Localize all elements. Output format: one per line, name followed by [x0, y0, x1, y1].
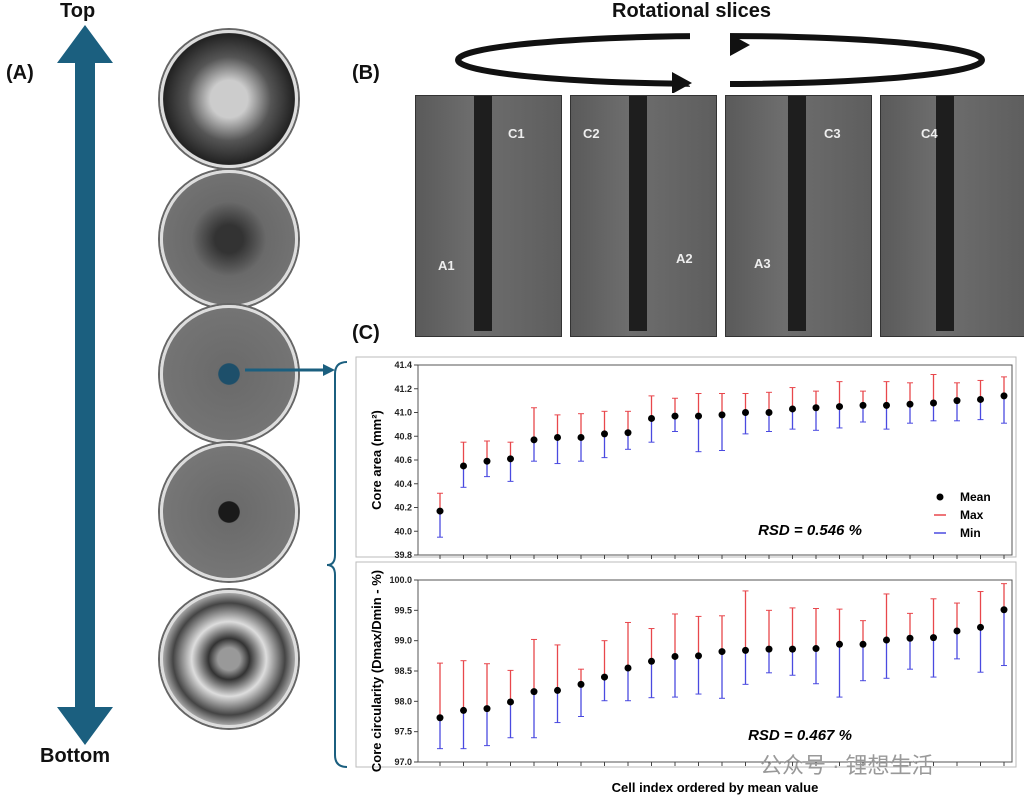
slice-c2: C2 A2: [570, 95, 717, 337]
y-axis-label: Core area (mm²): [369, 410, 384, 510]
plot-area: [417, 579, 1013, 763]
mean-point: [530, 688, 538, 696]
mean-point: [601, 673, 608, 681]
y-tick-label: 100.0: [389, 575, 412, 585]
mean-point: [906, 634, 914, 642]
mean-point: [554, 686, 561, 694]
y-tick-label: 97.5: [394, 727, 412, 737]
mean-point: [624, 429, 632, 437]
mean-point: [436, 714, 444, 722]
legend-label: Min: [960, 526, 981, 540]
mean-point: [577, 433, 585, 441]
mean-point: [859, 640, 867, 648]
mean-point: [765, 645, 773, 653]
mean-point: [953, 627, 961, 635]
mean-point: [836, 640, 843, 648]
mean-point: [718, 411, 726, 419]
legend-label: Max: [960, 508, 984, 522]
top-bottom-arrow: [57, 25, 113, 745]
legend-marker-mean: [936, 493, 944, 501]
mean-point: [812, 404, 820, 412]
mean-point: [483, 457, 491, 465]
y-tick-label: 41.4: [394, 360, 412, 370]
mean-point: [577, 680, 585, 688]
mean-point: [1000, 392, 1008, 400]
panel-c-label: (C): [352, 322, 380, 344]
watermark: 公众号 · 锂想生活: [760, 753, 934, 778]
mean-point: [671, 652, 679, 660]
cross-section-bottom: [160, 590, 298, 728]
slice-c1: C1 A1: [415, 95, 562, 337]
y-tick-label: 97.0: [394, 757, 412, 767]
mean-point: [977, 623, 984, 631]
mean-point: [906, 400, 914, 408]
mean-point: [601, 430, 608, 438]
y-tick-label: 40.2: [394, 503, 412, 513]
mean-point: [695, 412, 702, 420]
mean-point: [859, 401, 867, 409]
mean-point: [742, 409, 749, 416]
panel-a-label: (A): [6, 62, 34, 84]
cross-section-middle: [160, 305, 298, 443]
x-axis-label: Cell index ordered by mean value: [612, 780, 819, 795]
mean-point: [648, 414, 655, 422]
y-tick-label: 40.8: [394, 431, 412, 441]
mean-point: [718, 648, 726, 656]
mean-point: [742, 646, 749, 654]
y-tick-label: 99.0: [394, 636, 412, 646]
y-tick-label: 39.8: [394, 550, 412, 560]
pointer-arrow: [245, 364, 335, 376]
mean-point: [554, 433, 561, 441]
mean-point: [930, 399, 937, 407]
y-tick-label: 41.0: [394, 408, 412, 418]
panel-b-label: (B): [352, 62, 380, 84]
mean-point: [695, 652, 702, 660]
mean-point: [483, 705, 491, 713]
mean-point: [930, 634, 937, 642]
rotational-slices-title: Rotational slices: [612, 0, 771, 22]
mean-point: [648, 657, 655, 665]
mean-point: [460, 706, 467, 714]
mean-point: [507, 455, 514, 463]
cross-section-top: [160, 30, 298, 168]
cross-section-4: [160, 443, 298, 581]
y-tick-label: 98.0: [394, 696, 412, 706]
y-tick-label: 99.5: [394, 605, 412, 615]
chart-frame: [355, 356, 1017, 558]
y-tick-label: 40.6: [394, 455, 412, 465]
slice-c3: C3 A3: [725, 95, 872, 337]
y-tick-label: 98.5: [394, 666, 412, 676]
y-tick-label: 41.2: [394, 384, 412, 394]
top-label: Top: [60, 0, 96, 22]
mean-point: [671, 412, 679, 420]
mean-point: [883, 636, 890, 644]
mean-point: [953, 397, 961, 405]
bracket: [326, 361, 348, 768]
mean-point: [789, 645, 796, 653]
rsd-annotation: RSD = 0.467 %: [748, 727, 852, 744]
mean-point: [883, 401, 890, 409]
legend-label: Mean: [960, 490, 991, 504]
chart-frame: [355, 561, 1017, 768]
mean-point: [530, 436, 538, 444]
mean-point: [977, 395, 984, 403]
rsd-annotation: RSD = 0.546 %: [758, 522, 862, 539]
mean-point: [1000, 606, 1008, 614]
mean-point: [436, 507, 444, 515]
mean-point: [765, 409, 773, 416]
plot-area: [417, 364, 1013, 556]
mean-point: [836, 403, 843, 411]
bottom-label: Bottom: [40, 745, 110, 767]
y-tick-label: 40.4: [394, 479, 412, 489]
y-axis-label: Core circularity (Dmax/Dmin - %): [369, 570, 384, 772]
rotation-arrows-icon: [455, 28, 985, 93]
y-tick-label: 40.0: [394, 526, 412, 536]
mean-point: [812, 645, 820, 653]
mean-point: [460, 462, 467, 470]
mean-point: [507, 698, 514, 706]
mean-point: [789, 405, 796, 413]
slice-c4: C4: [880, 95, 1024, 337]
mean-point: [624, 664, 632, 672]
